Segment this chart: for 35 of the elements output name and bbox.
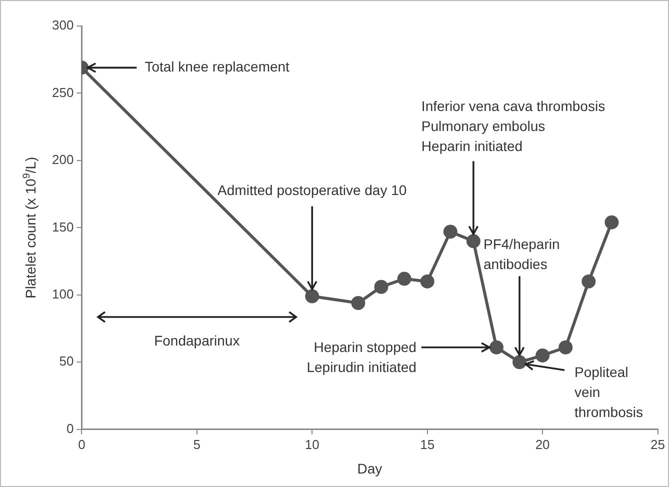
y-tick-label: 0 bbox=[66, 420, 74, 436]
point bbox=[512, 355, 527, 370]
annotation: Total knee replacement bbox=[144, 58, 290, 75]
point bbox=[536, 348, 550, 362]
point bbox=[443, 224, 458, 239]
annotation: Admitted postoperative day 10 bbox=[218, 182, 407, 198]
x-axis-title: Day bbox=[357, 460, 382, 476]
x-tick-label: 20 bbox=[535, 436, 550, 452]
y-tick-label: 250 bbox=[52, 84, 74, 100]
point bbox=[420, 274, 434, 288]
annotation: Fondaparinux bbox=[154, 332, 240, 348]
annotation: Inferior vena cava thrombosis Pulmonary embolus Heparin initiated bbox=[421, 98, 606, 154]
x-tick-label: 10 bbox=[304, 436, 320, 452]
point bbox=[305, 289, 320, 304]
x-tick-label: 0 bbox=[78, 436, 86, 452]
x-tick-label: 5 bbox=[193, 436, 201, 452]
point bbox=[604, 215, 619, 230]
point bbox=[582, 274, 596, 288]
y-tick-label: 150 bbox=[52, 219, 74, 234]
x-tick-label: 15 bbox=[420, 436, 435, 452]
point bbox=[489, 340, 504, 354]
annotation: PF4/heparin antibodies bbox=[484, 236, 560, 272]
x-tick-label: 25 bbox=[650, 436, 666, 452]
point bbox=[351, 296, 366, 310]
point bbox=[558, 340, 573, 354]
point bbox=[466, 234, 480, 248]
point bbox=[397, 272, 412, 286]
point bbox=[374, 280, 388, 294]
y-axis-title: Platelet count (x 109/L) bbox=[22, 156, 39, 299]
y-tick-label: 200 bbox=[52, 152, 74, 168]
annotation: Popliteal vein thrombosis bbox=[574, 364, 643, 420]
y-tick-label: 50 bbox=[59, 354, 74, 369]
y-tick-label: 100 bbox=[52, 286, 74, 302]
y-tick-label: 300 bbox=[52, 18, 74, 33]
annotation: Heparin stopped Lepirudin initiated bbox=[306, 339, 416, 376]
